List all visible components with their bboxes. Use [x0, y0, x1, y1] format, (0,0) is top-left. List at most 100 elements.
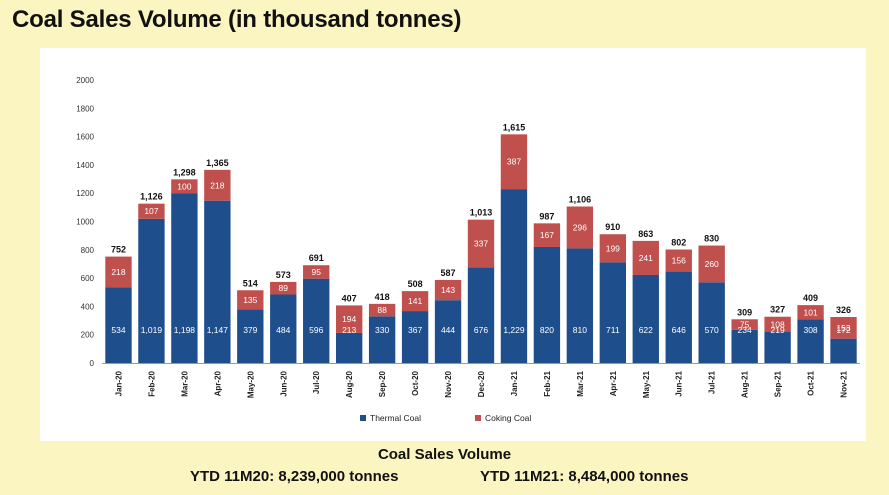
data-label-total: 1,298 — [173, 167, 196, 177]
data-label-thermal: 1,019 — [141, 325, 163, 335]
bar-coking-coal — [467, 219, 495, 268]
data-label-total: 1,106 — [569, 195, 592, 205]
data-label-coking: 241 — [639, 253, 653, 263]
x-tick-label: Nov-21 — [840, 370, 849, 397]
data-label-coking: 387 — [507, 157, 521, 167]
x-tick-label: May-20 — [246, 370, 255, 398]
bar-thermal-coal — [467, 267, 495, 363]
data-label-coking: 260 — [705, 259, 719, 269]
data-label-coking: 156 — [672, 256, 686, 266]
data-label-thermal: 810 — [573, 325, 587, 335]
data-label-coking: 218 — [111, 267, 125, 277]
x-tick-label: Aug-20 — [345, 370, 354, 398]
data-label-coking: 107 — [144, 206, 158, 216]
y-tick-label: 1400 — [76, 161, 94, 170]
x-tick-label: Dec-20 — [477, 370, 486, 397]
bar-thermal-coal — [434, 300, 462, 363]
data-label-total: 1,615 — [503, 122, 526, 132]
bar-thermal-coal — [599, 262, 627, 363]
bar-coking-coal — [797, 305, 824, 320]
x-tick-label: Aug-21 — [741, 370, 750, 398]
bar-coking-coal — [632, 240, 659, 275]
data-label-coking: 218 — [210, 180, 224, 190]
bar-thermal-coal — [368, 316, 396, 363]
data-label-thermal: 219 — [771, 325, 785, 335]
bar-coking-coal — [270, 281, 297, 295]
y-tick-label: 800 — [81, 246, 95, 255]
bar-thermal-coal — [764, 332, 791, 363]
data-label-total: 910 — [605, 222, 620, 232]
x-tick-label: Oct-21 — [807, 370, 816, 395]
legend-label-coking: Coking Coal — [485, 413, 531, 423]
data-label-coking: 143 — [441, 285, 455, 295]
data-label-thermal: 379 — [243, 325, 257, 335]
bar-coking-coal — [698, 245, 725, 283]
x-tick-label: Jun-20 — [279, 370, 288, 396]
bar-coking-coal — [303, 265, 330, 279]
bar-thermal-coal — [665, 271, 692, 363]
data-label-coking: 135 — [243, 295, 257, 305]
data-label-total: 691 — [309, 253, 324, 263]
x-tick-label: Mar-21 — [576, 370, 585, 396]
y-tick-label: 2000 — [76, 76, 94, 85]
bar-thermal-coal — [204, 200, 231, 363]
bar-coking-coal — [434, 279, 462, 301]
ytd-11m20: YTD 11M20: 8,239,000 tonnes — [190, 468, 399, 485]
data-label-total: 830 — [704, 234, 719, 244]
data-label-thermal: 570 — [705, 325, 719, 335]
data-label-total: 326 — [836, 305, 851, 315]
data-label-thermal: 1,147 — [207, 325, 229, 335]
y-tick-label: 1800 — [76, 104, 94, 113]
bar-coking-coal — [237, 290, 264, 310]
data-label-total: 587 — [441, 268, 456, 278]
data-label-thermal: 330 — [375, 325, 389, 335]
bar-coking-coal — [533, 223, 561, 247]
bar-thermal-coal — [797, 319, 824, 363]
data-label-total: 1,013 — [470, 208, 493, 218]
data-label-thermal: 367 — [408, 325, 422, 335]
data-label-total: 418 — [375, 292, 390, 302]
bar-thermal-coal — [237, 309, 264, 363]
bar-coking-coal — [764, 316, 791, 333]
legend-swatch-coking — [475, 415, 481, 421]
x-tick-label: Apr-20 — [213, 370, 222, 396]
bar-coking-coal — [138, 203, 165, 219]
data-label-thermal: 234 — [738, 325, 752, 335]
data-label-total: 327 — [770, 305, 785, 315]
y-tick-label: 1600 — [76, 133, 94, 142]
data-label-thermal: 676 — [474, 325, 488, 335]
x-tick-label: Feb-21 — [543, 370, 552, 396]
legend-swatch-thermal — [360, 415, 366, 421]
data-label-thermal: 820 — [540, 325, 554, 335]
bar-coking-coal — [830, 317, 857, 339]
x-tick-label: Jul-20 — [312, 370, 321, 394]
data-label-total: 309 — [737, 307, 752, 317]
ytd-11m21: YTD 11M21: 8,484,000 tonnes — [480, 468, 689, 485]
bar-coking-coal — [665, 249, 692, 272]
y-tick-label: 0 — [90, 359, 95, 368]
y-tick-label: 600 — [81, 274, 95, 283]
bar-thermal-coal — [731, 329, 758, 363]
x-tick-label: Mar-20 — [180, 370, 189, 396]
page-title: Coal Sales Volume (in thousand tonnes) — [12, 6, 462, 33]
footer-title: Coal Sales Volume — [377, 446, 512, 463]
bar-thermal-coal — [270, 294, 297, 363]
bar-coking-coal — [204, 169, 231, 201]
legend-label-thermal: Thermal Coal — [370, 413, 421, 423]
y-tick-label: 1200 — [76, 189, 94, 198]
data-label-total: 514 — [243, 278, 258, 288]
x-tick-label: Oct-20 — [411, 370, 420, 395]
x-tick-label: May-21 — [642, 370, 651, 398]
data-label-total: 1,126 — [140, 192, 163, 202]
data-label-thermal: 484 — [276, 325, 290, 335]
data-label-coking: 141 — [408, 296, 422, 306]
data-label-coking: 153 — [836, 323, 850, 333]
bar-thermal-coal — [566, 248, 594, 363]
data-label-thermal: 646 — [672, 325, 686, 335]
y-tick-label: 200 — [81, 331, 95, 340]
data-label-total: 407 — [342, 293, 357, 303]
x-tick-label: Jun-21 — [675, 370, 684, 396]
bar-thermal-coal — [698, 282, 725, 363]
data-label-coking: 75 — [740, 320, 750, 330]
data-label-thermal: 213 — [342, 325, 356, 335]
